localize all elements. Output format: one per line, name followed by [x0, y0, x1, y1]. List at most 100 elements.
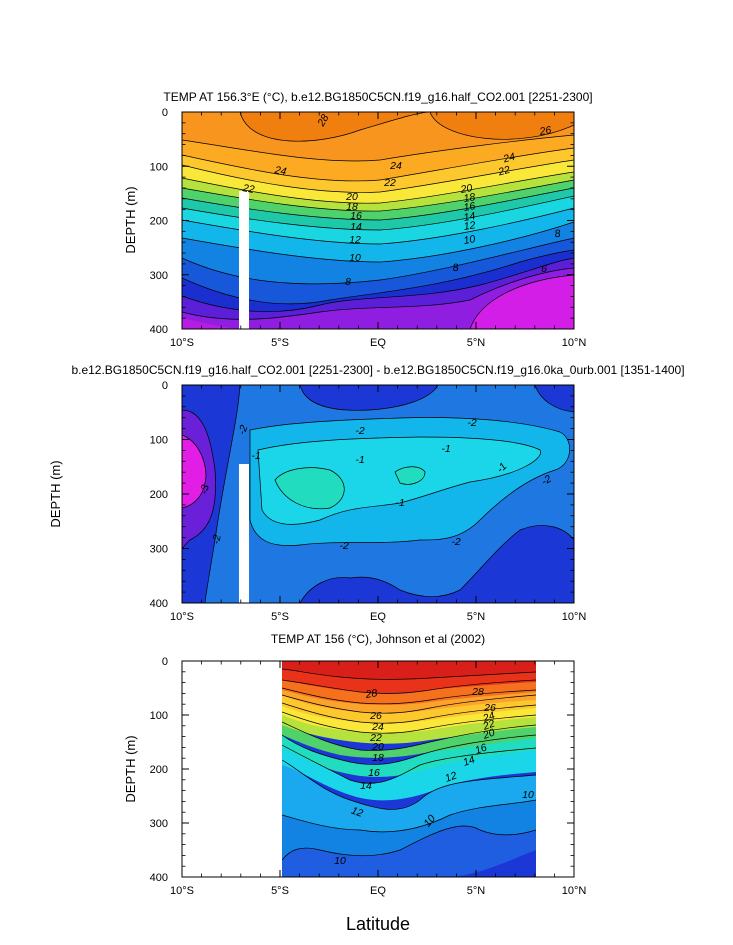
- band-5-west: [182, 318, 240, 329]
- y-tick-label: 100: [150, 161, 168, 173]
- contour-label: -2: [339, 540, 348, 552]
- contour-label: 12: [443, 769, 458, 784]
- contour-label: 16: [473, 741, 488, 756]
- panel2-masked-column: [239, 464, 249, 603]
- y-tick-label: 400: [150, 598, 168, 610]
- contour-label: 22: [383, 177, 396, 189]
- contour-label: -2: [467, 417, 476, 429]
- panel1-masked-column: [239, 191, 249, 329]
- obs-band-13: [282, 760, 536, 832]
- y-tick-label: 0: [162, 107, 168, 119]
- x-tick-label: 5°S: [271, 611, 289, 623]
- contour-label: 10: [463, 233, 477, 247]
- panel1-field: [182, 112, 574, 329]
- contour-label: 10: [522, 789, 534, 801]
- band-minus3-bottom: [300, 525, 574, 603]
- contour-label: 12: [349, 234, 361, 246]
- panel1-y-axis-label: DEPTH (m): [123, 186, 138, 253]
- contour-label: 14: [463, 210, 477, 224]
- contour-label: 24: [389, 160, 402, 172]
- contour-label: 22: [480, 717, 496, 733]
- contour-label: 26: [538, 124, 553, 138]
- x-tick-label: 5°N: [467, 611, 486, 623]
- panel1-title: TEMP AT 156.3°E (°C), b.e12.BG1850C5CN.f…: [163, 90, 592, 104]
- x-tick-label: EQ: [370, 337, 386, 349]
- band-28-core: [240, 112, 430, 142]
- panel-model-temperature: TEMP AT 156.3°E (°C), b.e12.BG1850C5CN.f…: [123, 90, 593, 349]
- band-minus0-5: [275, 467, 345, 509]
- x-tick-label: 10°N: [562, 885, 587, 897]
- contour-label: 28: [364, 687, 379, 701]
- y-tick-label: 0: [162, 656, 168, 668]
- y-tick-label: 300: [150, 270, 168, 282]
- contour-label: -1: [355, 454, 364, 466]
- x-tick-label: 10°N: [562, 611, 587, 623]
- contour-label: 16: [463, 200, 477, 214]
- x-tick-label: 5°S: [271, 337, 289, 349]
- x-tick-label: 5°N: [467, 885, 486, 897]
- contour-label: 16: [368, 767, 380, 779]
- contour-label: 14: [350, 221, 362, 233]
- panel3-contour-lines: [282, 668, 536, 861]
- contour-label: 24: [371, 721, 384, 733]
- band-minus0-5-east: [395, 466, 425, 485]
- contour-label: 24: [480, 709, 496, 725]
- contour-label: -1: [251, 450, 260, 462]
- contour-label: 8: [452, 262, 460, 275]
- contour-label: -2: [210, 534, 223, 545]
- panel2-axes: 10°S 5°S EQ 5°N 10°N 0 100 200 300 400: [150, 380, 587, 623]
- contour-label: 24: [501, 151, 517, 166]
- obs-band-20: [282, 712, 536, 744]
- y-tick-label: 200: [150, 216, 168, 228]
- contour-label: 8: [554, 228, 562, 241]
- x-tick-label: 5°N: [467, 337, 486, 349]
- contour-label: 24: [273, 164, 288, 178]
- contour-label: 20: [345, 191, 358, 203]
- band-28-core-east: [430, 112, 574, 140]
- panel3-axes: 10°S 5°S EQ 5°N 10°N 0 100 200 300 400: [150, 656, 587, 897]
- panel3-title: TEMP AT 156 (°C), Johnson et al (2002): [271, 632, 485, 646]
- panel-temperature-difference: b.e12.BG1850C5CN.f19_g16.half_CO2.001 [2…: [48, 363, 685, 623]
- panel1-contour-lines: [182, 112, 574, 329]
- contour-label: 28: [315, 112, 332, 129]
- obs-band-22: [282, 703, 536, 733]
- panel2-title: b.e12.BG1850C5CN.f19_g16.half_CO2.001 [2…: [71, 363, 684, 377]
- y-tick-label: 300: [150, 818, 168, 830]
- contour-label: 22: [369, 732, 382, 744]
- y-tick-label: 200: [150, 489, 168, 501]
- contour-label: -1: [395, 497, 404, 509]
- band-minus3-top-east: [535, 385, 574, 412]
- x-tick-label: EQ: [370, 885, 386, 897]
- x-tick-label: 10°S: [170, 885, 194, 897]
- panel2-contour-lines: [182, 385, 574, 603]
- contour-label: 20: [480, 726, 496, 742]
- contour-label: 16: [350, 210, 362, 222]
- panel2-contour-labels: -2 -2-2-1 -1-1-1-1-2 -2-2-2-3: [198, 417, 553, 552]
- contour-label: 22: [241, 182, 256, 196]
- contour-label: 14: [461, 753, 476, 768]
- contour-label: 22: [496, 164, 512, 179]
- contour-label: 18: [463, 191, 477, 205]
- band-6: [182, 268, 574, 329]
- contour-label: 18: [346, 201, 358, 213]
- contour-label: -2: [236, 423, 251, 436]
- y-tick-label: 0: [162, 380, 168, 392]
- band-minus5: [182, 435, 206, 508]
- x-tick-label: 10°N: [562, 337, 587, 349]
- contour-label: 20: [459, 182, 474, 196]
- y-tick-label: 400: [150, 324, 168, 336]
- band-minus3-top-center: [300, 385, 438, 411]
- panel-observed-temperature: TEMP AT 156 (°C), Johnson et al (2002): [123, 632, 586, 897]
- band-5: [470, 275, 574, 329]
- contour-label: 12: [463, 219, 476, 233]
- contour-label: 18: [372, 752, 384, 764]
- contour-label: 28: [471, 686, 484, 698]
- x-tick-label: EQ: [370, 611, 386, 623]
- contour-label: 6: [541, 263, 547, 275]
- contour-label: -2: [451, 536, 460, 548]
- panel3-y-axis-label: DEPTH (m): [123, 735, 138, 802]
- contour-label: 10: [349, 252, 361, 264]
